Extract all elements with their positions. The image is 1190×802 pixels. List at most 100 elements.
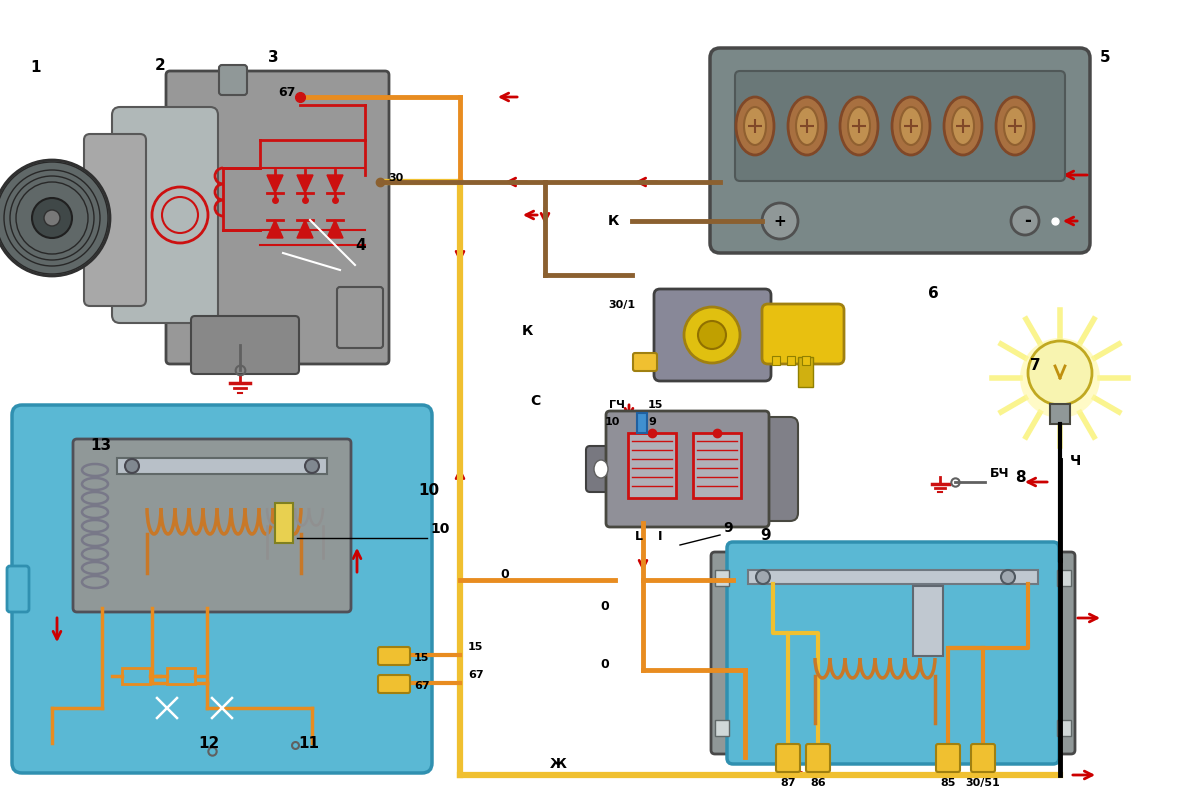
Bar [802,356,810,365]
Circle shape [32,198,73,238]
Bar [749,570,1038,584]
Circle shape [305,459,319,473]
Text: 30/51: 30/51 [965,778,1001,788]
Bar [1050,404,1070,424]
Bar [1057,720,1071,736]
Text: 10: 10 [605,417,620,427]
Bar [628,433,676,498]
FancyBboxPatch shape [633,353,657,371]
Text: К: К [608,214,619,228]
Ellipse shape [1004,107,1026,145]
Ellipse shape [892,97,931,155]
FancyBboxPatch shape [585,446,616,492]
FancyBboxPatch shape [710,48,1090,253]
Text: 30: 30 [388,173,403,183]
Ellipse shape [840,97,878,155]
Circle shape [44,210,60,226]
Text: 9: 9 [724,521,733,535]
Text: С: С [530,394,540,408]
Circle shape [1012,207,1039,235]
Ellipse shape [594,460,608,478]
Circle shape [699,321,726,349]
Bar [637,413,647,433]
Text: 7: 7 [1031,358,1040,373]
Text: +: + [774,213,787,229]
FancyBboxPatch shape [112,107,218,323]
Text: 3: 3 [268,50,278,65]
Bar [693,433,741,498]
Text: 67: 67 [468,670,483,680]
Text: 11: 11 [298,736,319,751]
Circle shape [684,307,740,363]
Ellipse shape [952,107,973,145]
FancyBboxPatch shape [337,287,383,348]
Text: 0: 0 [600,600,609,613]
Bar [117,458,327,474]
FancyBboxPatch shape [710,552,1075,754]
Text: 10: 10 [418,483,439,498]
FancyBboxPatch shape [378,647,411,665]
Bar [1057,570,1071,586]
Text: 13: 13 [90,438,111,453]
Ellipse shape [848,107,870,145]
Circle shape [1001,570,1015,584]
Bar [123,668,150,684]
Text: 1: 1 [30,60,40,75]
Bar [715,720,729,736]
Ellipse shape [944,97,982,155]
Polygon shape [267,220,283,238]
Text: 0: 0 [500,568,509,581]
Circle shape [756,570,770,584]
Polygon shape [298,175,313,193]
Text: 4: 4 [355,238,365,253]
Ellipse shape [900,107,922,145]
Polygon shape [327,220,343,238]
Bar [275,503,293,543]
Text: 9: 9 [760,528,771,543]
Text: 15: 15 [468,642,483,652]
Text: 15: 15 [649,400,663,410]
Text: 0: 0 [600,658,609,671]
FancyBboxPatch shape [806,744,829,772]
Text: 67: 67 [414,681,430,691]
Bar [798,357,813,387]
FancyBboxPatch shape [606,411,769,527]
Circle shape [762,203,798,239]
Bar [787,356,795,365]
FancyBboxPatch shape [654,289,771,381]
Polygon shape [298,220,313,238]
Ellipse shape [744,107,766,145]
Bar [167,668,195,684]
FancyBboxPatch shape [752,417,798,521]
Text: 10: 10 [430,522,450,536]
FancyBboxPatch shape [776,744,800,772]
FancyBboxPatch shape [762,304,844,364]
Bar [913,586,942,656]
Polygon shape [327,175,343,193]
Text: 2: 2 [155,58,165,73]
Text: -: - [1025,212,1032,230]
Text: 6: 6 [928,286,939,301]
Bar [715,570,729,586]
FancyBboxPatch shape [735,71,1065,181]
Text: К: К [522,324,533,338]
FancyBboxPatch shape [937,744,960,772]
Ellipse shape [735,97,774,155]
Bar [772,356,779,365]
Text: 15: 15 [414,653,430,663]
Ellipse shape [788,97,826,155]
Text: 12: 12 [198,736,219,751]
Text: Ч: Ч [1070,454,1082,468]
FancyBboxPatch shape [219,65,248,95]
FancyBboxPatch shape [378,675,411,693]
FancyBboxPatch shape [7,566,29,612]
Ellipse shape [996,97,1034,155]
Text: БЧ: БЧ [990,467,1009,480]
Text: 85: 85 [940,778,956,788]
FancyBboxPatch shape [73,439,351,612]
Text: Ж: Ж [550,757,566,771]
Text: 67: 67 [278,86,295,99]
FancyBboxPatch shape [12,405,432,773]
Polygon shape [267,175,283,193]
Text: 9: 9 [649,417,656,427]
